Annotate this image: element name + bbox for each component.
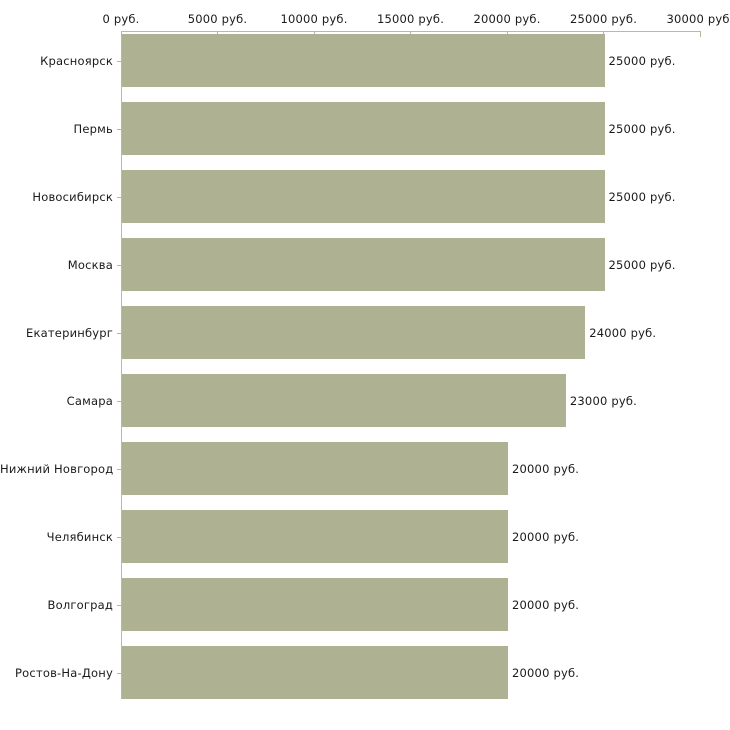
y-axis-category-label: Екатеринбург: [26, 325, 113, 340]
bar[interactable]: [122, 510, 508, 563]
bar-value-label: 25000 руб.: [608, 53, 676, 68]
x-axis-tick-label: 5000 руб.: [187, 12, 248, 26]
bar[interactable]: [122, 170, 605, 223]
bar[interactable]: [122, 102, 605, 155]
x-axis-tick-label: 15000 руб.: [376, 12, 445, 26]
y-axis-tick: [117, 469, 121, 470]
y-axis-category-label: Пермь: [73, 121, 113, 136]
y-axis-category-label: Челябинск: [46, 529, 113, 544]
y-axis-category-label: Самара: [66, 393, 113, 408]
bar-value-label: 25000 руб.: [608, 189, 676, 204]
y-axis-category-label: Новосибирск: [32, 189, 113, 204]
bar-value-label: 25000 руб.: [608, 121, 676, 136]
x-axis-tick-label: 25000 руб.: [569, 12, 638, 26]
x-axis-tick-label: 30000 руб.: [666, 12, 730, 26]
y-axis-tick: [117, 537, 121, 538]
y-axis-tick: [117, 333, 121, 334]
bar-value-label: 20000 руб.: [512, 529, 580, 544]
y-axis-tick: [117, 129, 121, 130]
y-axis-category-label: Ростов-На-Дону: [15, 665, 113, 680]
x-axis-tick-label: 20000 руб.: [473, 12, 541, 26]
y-axis-category-label: Москва: [67, 257, 113, 272]
y-axis-tick: [117, 61, 121, 62]
bar[interactable]: [122, 34, 605, 87]
x-axis-tick: [120, 32, 122, 37]
bar[interactable]: [122, 374, 566, 427]
bar-value-label: 24000 руб.: [589, 325, 657, 340]
y-axis-tick: [117, 265, 121, 266]
x-axis-line: [121, 31, 701, 32]
bar[interactable]: [122, 646, 508, 699]
bar-value-label: 20000 руб.: [512, 461, 580, 476]
y-axis-category-label: Волгоград: [47, 597, 113, 612]
x-axis-tick: [699, 32, 701, 37]
bar-value-label: 20000 руб.: [512, 597, 580, 612]
bar[interactable]: [122, 578, 508, 631]
bar-value-label: 20000 руб.: [512, 665, 580, 680]
y-axis-tick: [117, 401, 121, 402]
y-axis-tick: [117, 197, 121, 198]
y-axis-category-label: Красноярск: [40, 53, 113, 68]
y-axis-line: [121, 31, 122, 699]
x-axis-tick-label: 10000 руб.: [280, 12, 348, 26]
bar-value-label: 23000 руб.: [569, 393, 637, 408]
y-axis-category-label: Нижний Новгород: [0, 461, 114, 476]
y-axis-tick: [117, 673, 121, 674]
x-axis-tick-label: 0 руб.: [102, 12, 140, 26]
bar[interactable]: [122, 442, 508, 495]
bar[interactable]: [122, 306, 586, 359]
bar-value-label: 25000 руб.: [608, 257, 676, 272]
bar[interactable]: [122, 238, 605, 291]
y-axis-tick: [117, 605, 121, 606]
